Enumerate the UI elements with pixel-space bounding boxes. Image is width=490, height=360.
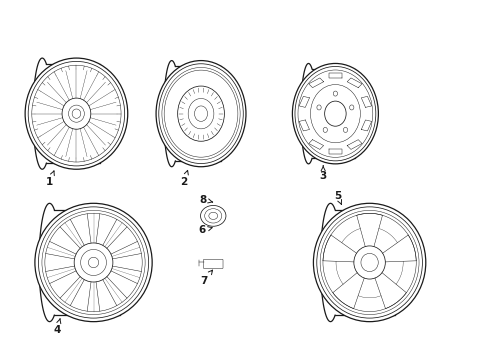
Ellipse shape (323, 127, 327, 132)
Ellipse shape (317, 105, 321, 110)
Text: 5: 5 (334, 191, 342, 204)
FancyBboxPatch shape (203, 259, 223, 269)
Ellipse shape (354, 246, 385, 279)
Ellipse shape (200, 206, 226, 226)
Text: 2: 2 (180, 170, 188, 187)
Ellipse shape (74, 243, 113, 282)
Ellipse shape (156, 60, 246, 167)
Text: 1: 1 (46, 171, 54, 187)
Ellipse shape (314, 203, 426, 321)
Ellipse shape (62, 98, 91, 129)
Ellipse shape (25, 58, 128, 169)
Text: 4: 4 (53, 319, 61, 334)
Ellipse shape (343, 127, 347, 132)
Ellipse shape (333, 91, 338, 96)
Ellipse shape (349, 105, 354, 110)
Text: 7: 7 (200, 270, 213, 286)
Ellipse shape (325, 101, 346, 126)
Text: 6: 6 (199, 225, 212, 235)
Ellipse shape (293, 63, 378, 164)
Ellipse shape (178, 86, 224, 141)
Ellipse shape (35, 203, 152, 321)
Text: 8: 8 (200, 195, 213, 205)
Text: 3: 3 (319, 166, 327, 181)
